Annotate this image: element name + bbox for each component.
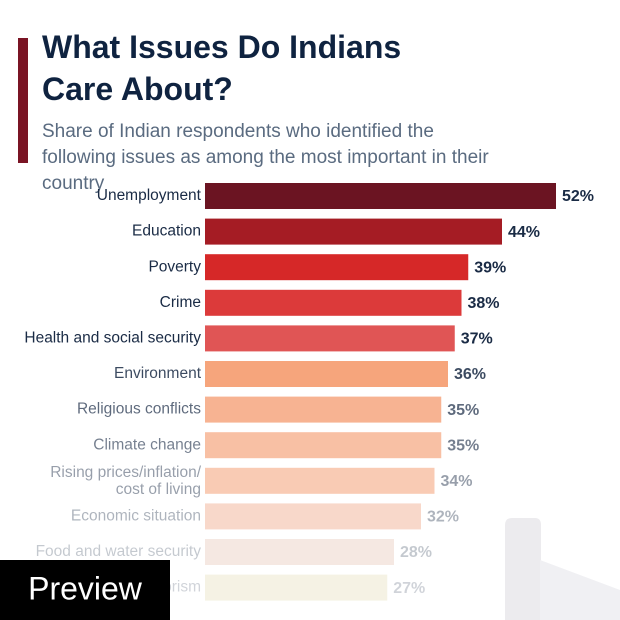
value-label: 52% [562,188,594,205]
bar [205,218,502,245]
value-label: 35% [447,437,479,454]
category-label: Food and water security [36,543,202,560]
value-label: 34% [441,473,473,490]
chart-title: What Issues Do Indians Care About? [42,29,401,107]
bar [205,361,448,387]
value-label: 37% [461,331,493,348]
accent-bar [18,38,28,163]
bar [205,325,455,352]
category-label: Education [132,223,201,240]
bar [205,574,388,601]
bar [205,503,421,530]
chart-subtitle: Share of Indian respondents who identifi… [42,121,489,194]
category-label: Health and social security [24,329,201,346]
category-label: Rising prices/inflation/cost of living [50,464,201,498]
decoration [540,560,620,620]
category-label: Environment [114,365,202,382]
bar [205,539,394,565]
value-label: 27% [393,580,425,597]
value-label: 44% [508,224,540,241]
bar [205,289,462,316]
bar [205,183,556,209]
bar [205,396,442,423]
decoration [505,518,541,620]
category-label: Unemployment [97,187,202,204]
value-label: 38% [468,295,500,312]
category-label: Religious conflicts [77,401,201,418]
preview-badge: Preview [28,570,143,606]
preview-badge-bg [0,560,170,620]
category-label: Climate change [93,436,201,453]
value-label: 32% [427,509,459,526]
value-label: 35% [447,402,479,419]
value-label: 39% [474,259,506,276]
bar [205,254,469,281]
category-label: Poverty [148,258,201,275]
value-label: 36% [454,366,486,383]
category-label: Economic situation [71,507,201,524]
value-label: 28% [400,544,432,561]
bar [205,432,442,459]
bar [205,467,435,494]
category-label: Crime [160,294,201,311]
